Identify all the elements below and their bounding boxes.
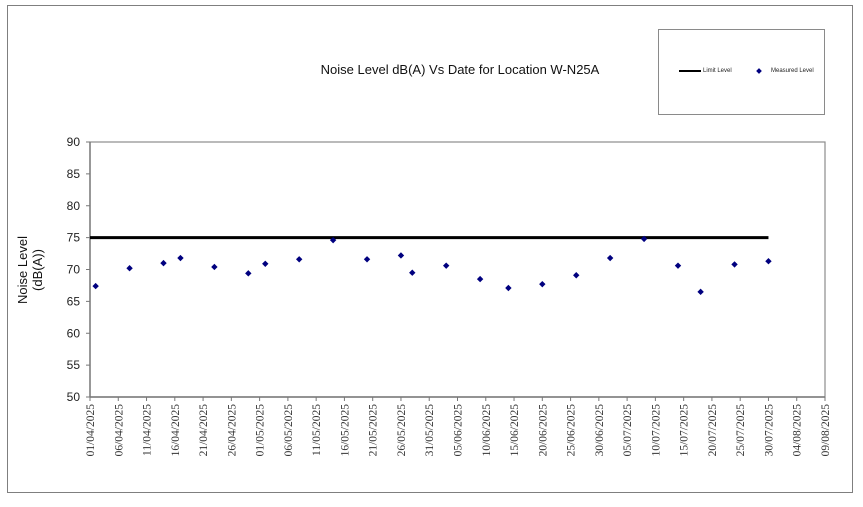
chart-title: Noise Level dB(A) Vs Date for Location W…: [320, 62, 600, 77]
x-tick-label: 01/05/2025: [255, 404, 267, 457]
legend-line-swatch: [679, 70, 701, 72]
measured-level-point: [211, 263, 218, 271]
x-tick-label: 10/06/2025: [481, 404, 493, 457]
measured-level-point: [640, 235, 648, 243]
chart-legend: Limit Level Measured Level: [658, 29, 825, 115]
x-tick-label: 16/04/2025: [170, 404, 182, 457]
measured-level-point: [329, 236, 337, 244]
measured-level-point: [295, 256, 303, 263]
measured-level-point: [397, 252, 405, 259]
x-tick-label: 05/07/2025: [622, 404, 634, 457]
x-tick-label: 25/07/2025: [735, 404, 747, 457]
x-tick-label: 21/05/2025: [368, 404, 380, 457]
y-tick-label: 90: [67, 135, 81, 149]
measured-level-point: [160, 259, 167, 267]
measured-level-point: [505, 284, 512, 292]
measured-level-point: [245, 270, 252, 277]
y-tick-label: 55: [67, 358, 81, 372]
x-tick-label: 11/04/2025: [142, 404, 154, 456]
plot-border: [89, 141, 826, 398]
x-tick-label: 01/04/2025: [85, 404, 97, 457]
x-tick-label: 20/07/2025: [707, 404, 719, 457]
x-tick-label: 31/05/2025: [424, 404, 436, 457]
legend-item-measured: Measured Level: [756, 68, 814, 74]
measured-level-point: [539, 280, 546, 288]
x-tick-label: 26/04/2025: [226, 404, 238, 457]
measured-level-point: [442, 262, 450, 269]
x-tick-label: 30/06/2025: [594, 404, 606, 457]
measured-level-point: [697, 288, 704, 296]
y-tick-label: 85: [67, 167, 81, 181]
x-tick-label: 26/05/2025: [396, 404, 408, 457]
legend-item-limit: Limit Level: [679, 68, 732, 74]
measured-level-point: [573, 272, 580, 279]
measured-level-point: [409, 269, 416, 276]
x-tick-label: 20/06/2025: [537, 404, 549, 457]
x-tick-label: 21/04/2025: [198, 404, 210, 457]
x-tick-label: 05/06/2025: [453, 404, 465, 457]
legend-label-limit: Limit Level: [703, 68, 732, 74]
measured-level-point: [606, 254, 614, 262]
measured-level-point: [765, 258, 772, 265]
measured-level-point: [731, 261, 738, 268]
measured-level-point: [126, 265, 133, 272]
measured-level-point: [177, 254, 184, 262]
x-tick-label: 25/06/2025: [566, 404, 578, 457]
y-tick-label: 75: [67, 231, 81, 245]
x-tick-label: 06/04/2025: [113, 404, 125, 457]
measured-level-point: [92, 282, 99, 290]
x-tick-label: 04/08/2025: [792, 404, 804, 457]
x-tick-label: 30/07/2025: [763, 404, 775, 457]
x-tick-label: 06/05/2025: [283, 404, 295, 457]
legend-label-measured: Measured Level: [771, 68, 814, 74]
measured-level-point: [476, 275, 484, 283]
measured-level-point: [674, 262, 682, 269]
y-tick-label: 60: [67, 326, 81, 340]
measured-level-point: [262, 260, 269, 267]
x-tick-label: 15/07/2025: [679, 404, 691, 457]
x-tick-label: 09/08/2025: [820, 404, 832, 457]
x-tick-label: 11/05/2025: [311, 404, 323, 456]
x-tick-label: 15/06/2025: [509, 404, 521, 457]
x-tick-label: 16/05/2025: [339, 404, 351, 457]
y-tick-label: 80: [67, 199, 81, 213]
measured-level-point: [363, 256, 371, 263]
y-tick-label: 70: [67, 263, 81, 277]
x-tick-label: 10/07/2025: [650, 404, 662, 457]
y-tick-label: 65: [67, 294, 81, 308]
y-tick-label: 50: [67, 390, 81, 404]
